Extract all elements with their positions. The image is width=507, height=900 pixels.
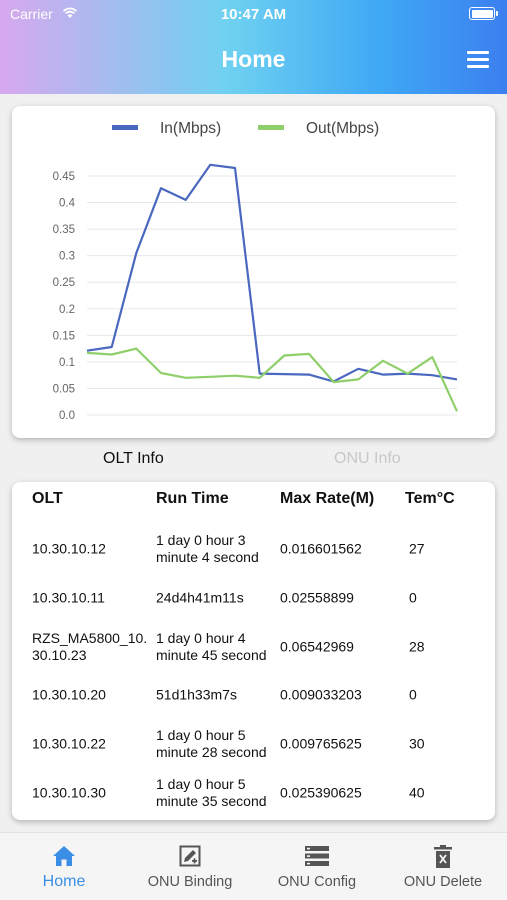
column-header-temperature: Tem°C <box>405 490 455 507</box>
series-line <box>86 347 459 412</box>
cell-temperature: 40 <box>409 784 425 801</box>
cell-max-rate: 0.02558899 <box>280 589 354 606</box>
edit-square-icon <box>179 845 201 872</box>
cell-olt: 10.30.10.20 <box>32 686 106 703</box>
legend-swatch <box>258 125 284 130</box>
tab-onu-delete[interactable]: ONU Delete <box>388 833 498 900</box>
cell-run-time: 1 day 0 hour 4 minute 45 second <box>156 630 267 663</box>
y-tick-label: 0.15 <box>53 330 75 342</box>
y-tick-label: 0.45 <box>53 171 75 183</box>
status-time: 10:47 AM <box>220 6 287 23</box>
olt-table: OLT Run Time Max Rate(M) Tem°C 10.30.10.… <box>12 482 495 820</box>
cell-temperature: 27 <box>409 540 425 557</box>
y-tick-label: 0.35 <box>53 224 75 236</box>
battery-icon <box>469 7 498 20</box>
cell-max-rate: 0.009765625 <box>280 735 362 752</box>
traffic-chart: 0.0 0.05 0.1 0.15 0.2 0.25 0.3 0.35 0.4 0.45 In(Mb… <box>53 120 459 422</box>
y-tick-label: 0.4 <box>59 198 76 210</box>
list-config-icon <box>304 845 330 872</box>
cell-run-time: 1 day 0 hour 3 minute 4 second <box>156 532 259 565</box>
cell-olt: 10.30.10.22 <box>32 735 106 752</box>
cell-temperature: 30 <box>409 735 425 752</box>
cell-olt: 10.30.10.12 <box>32 540 106 557</box>
cell-max-rate: 0.009033203 <box>280 686 362 703</box>
y-tick-label: 0.25 <box>53 277 75 289</box>
trash-icon <box>433 845 453 874</box>
cell-temperature: 0 <box>409 589 417 606</box>
series-line <box>86 163 458 383</box>
cell-max-rate: 0.016601562 <box>280 540 362 557</box>
cell-run-time: 1 day 0 hour 5 minute 28 second <box>156 727 267 760</box>
cell-olt: RZS_MA5800_10.30.10.23 <box>32 630 148 663</box>
cell-temperature: 0 <box>409 686 417 703</box>
tab-onu-delete-label: ONU Delete <box>403 874 483 890</box>
carrier-label: Carrier <box>10 6 53 22</box>
cell-max-rate: 0.025390625 <box>280 784 362 801</box>
traffic-chart-card: 0.0 0.05 0.1 0.15 0.2 0.25 0.3 0.35 0.4 0.45 In(Mb… <box>12 106 495 438</box>
legend-label: In(Mbps) <box>160 120 221 137</box>
column-header-olt: OLT <box>32 490 63 507</box>
cell-run-time: 51d1h33m7s <box>156 686 237 703</box>
hamburger-menu-icon[interactable] <box>467 51 489 68</box>
column-header-run-time: Run Time <box>156 490 229 507</box>
tab-onu-binding-label: ONU Binding <box>147 874 233 890</box>
cell-temperature: 28 <box>409 638 425 655</box>
legend-label: Out(Mbps) <box>306 120 379 137</box>
wifi-icon <box>62 6 78 22</box>
bottom-tab-bar: Home ONU Binding ONU Config <box>0 832 507 900</box>
home-icon <box>52 845 76 872</box>
column-header-max-rate: Max Rate(M) <box>280 490 375 507</box>
tab-home-label: Home <box>42 873 86 890</box>
legend-swatch <box>112 125 138 130</box>
tab-onu-config[interactable]: ONU Config <box>262 833 372 900</box>
y-tick-label: 0.1 <box>59 357 75 369</box>
y-tick-label: 0.3 <box>59 251 75 263</box>
cell-olt: 10.30.10.30 <box>32 784 106 801</box>
cell-run-time: 24d4h41m11s <box>156 589 244 606</box>
cell-run-time: 1 day 0 hour 5 minute 35 second <box>156 776 267 809</box>
info-tabs: OLT Info ONU Info <box>0 450 507 474</box>
status-bar: Carrier 10:47 AM <box>0 6 507 24</box>
tab-home[interactable]: Home <box>14 833 114 900</box>
y-tick-label: 0.0 <box>59 410 75 422</box>
cell-max-rate: 0.06542969 <box>280 638 354 655</box>
tab-onu-info[interactable]: ONU Info <box>334 450 401 467</box>
y-tick-label: 0.2 <box>59 304 75 316</box>
tab-olt-info[interactable]: OLT Info <box>103 450 164 467</box>
tab-onu-config-label: ONU Config <box>277 874 357 890</box>
tab-onu-binding[interactable]: ONU Binding <box>130 833 250 900</box>
y-tick-label: 0.05 <box>53 383 75 395</box>
app-header: Carrier 10:47 AM Home <box>0 0 507 94</box>
page-title: Home <box>221 46 286 72</box>
cell-olt: 10.30.10.11 <box>32 589 105 606</box>
